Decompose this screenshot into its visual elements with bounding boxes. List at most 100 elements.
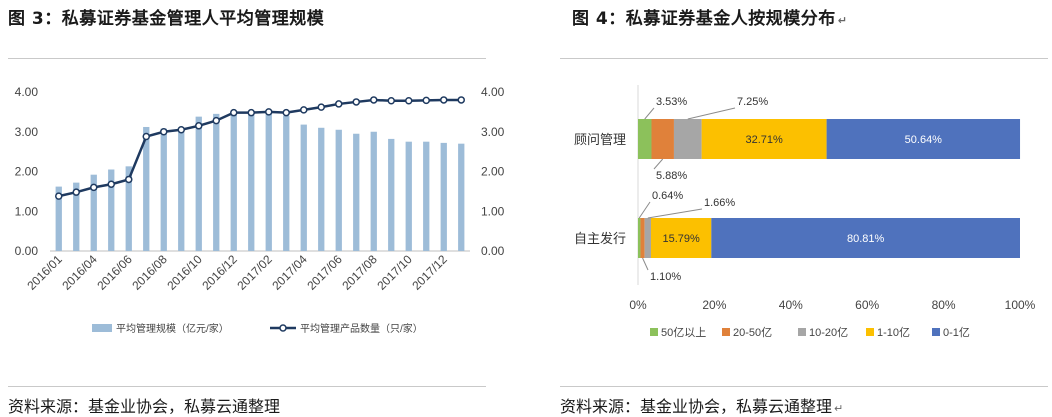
bottom-divider-left: [8, 386, 486, 387]
bar: [73, 182, 80, 251]
stacked-segment: [826, 119, 1021, 159]
callout-line: [644, 107, 655, 120]
stacked-segment: [638, 218, 641, 258]
x-tick-label: 2016/06: [94, 252, 135, 293]
stacked-segment: [651, 119, 674, 159]
callout-line: [642, 257, 649, 271]
x-tick-label: 2016/04: [59, 252, 100, 293]
legend-swatch: [798, 328, 806, 336]
legend-swatch: [650, 328, 658, 336]
x-tick-label: 100%: [1005, 298, 1036, 312]
x-tick-label: 2017/08: [339, 252, 380, 293]
bar: [388, 138, 395, 251]
line-point: [90, 183, 98, 192]
stacked-segment: [701, 119, 827, 159]
x-tick-label: 2016/01: [24, 252, 65, 293]
x-tick-label: 2017/02: [234, 252, 275, 293]
bar: [300, 124, 307, 251]
y-right-tick-label: 4.00: [481, 85, 505, 99]
data-label: 50.64%: [905, 134, 943, 146]
line-point: [422, 96, 430, 105]
x-tick-label: 2017/06: [304, 252, 345, 293]
data-label: 3.53%: [656, 96, 687, 108]
x-tick-label: 2017/04: [269, 252, 310, 293]
line-point: [457, 96, 465, 104]
stacked-segment: [650, 218, 712, 258]
series-line: [58, 98, 462, 198]
bar: [353, 133, 360, 251]
stacked-segment: [640, 218, 645, 258]
figure-4-title-text: 图 4：私募证券基金人按规模分布: [572, 9, 836, 29]
line-point: [405, 96, 413, 105]
stacked-segment: [711, 218, 1020, 258]
legend-swatch: [92, 324, 112, 332]
y-left-tick-label: 3.00: [15, 125, 39, 139]
x-tick-label: 2017/10: [374, 252, 415, 293]
callout-line: [653, 158, 664, 170]
paragraph-mark: ↵: [834, 402, 844, 415]
legend-label: 0-1亿: [943, 326, 970, 339]
bar: [178, 127, 185, 251]
legend-swatch: [722, 328, 730, 336]
stacked-segment: [644, 218, 651, 258]
stacked-segment: [673, 119, 702, 159]
bar: [423, 141, 430, 251]
y-right-tick-label: 1.00: [481, 204, 505, 218]
y-left-tick-label: 1.00: [15, 204, 39, 218]
data-label: 5.88%: [656, 170, 687, 182]
x-tick-label: 60%: [855, 298, 879, 312]
line-point: [177, 126, 185, 134]
category-label: 顾问管理: [574, 132, 626, 147]
figure-4-title: 图 4：私募证券基金人按规模分布 ↵: [572, 4, 847, 29]
line-point: [370, 96, 378, 104]
line-point: [72, 188, 80, 196]
bar: [405, 141, 412, 251]
data-label: 80.81%: [847, 233, 885, 245]
bar: [195, 116, 202, 251]
legend-label: 平均管理规模（亿元/家）: [116, 322, 229, 335]
y-left-tick-label: 4.00: [15, 85, 39, 99]
legend-label: 平均管理产品数量（只/家）: [300, 322, 423, 335]
callout-line: [638, 201, 651, 219]
figure-4-source-text: 资料来源：基金业协会，私募云通整理: [560, 397, 833, 416]
line-point: [142, 132, 150, 141]
line-point: [300, 106, 308, 114]
x-tick-label: 0%: [629, 298, 647, 312]
line-point: [265, 108, 273, 116]
bar: [230, 111, 237, 251]
bar: [335, 129, 342, 251]
bar: [125, 166, 132, 251]
bar: [55, 186, 62, 251]
y-right-tick-label: 0.00: [481, 244, 505, 258]
bar: [458, 143, 465, 251]
bar: [265, 113, 272, 251]
x-tick-label: 2017/12: [409, 252, 450, 293]
legend-label: 1-10亿: [877, 326, 910, 339]
data-label: 7.25%: [737, 96, 768, 108]
legend-label: 50亿以上: [661, 326, 706, 339]
line-point: [335, 100, 343, 108]
line-point: [387, 96, 395, 105]
x-tick-label: 40%: [779, 298, 803, 312]
top-divider-left: [8, 58, 486, 59]
line-point: [282, 108, 290, 117]
legend-swatch: [866, 328, 874, 336]
legend-swatch-point: [279, 324, 287, 332]
average-scale-chart: 0.00 0.00 1.00 1.00 2.00 2.00 3.00 3.00 4.00 4.00…: [15, 85, 505, 335]
line-point: [352, 98, 360, 106]
line-point: [195, 122, 203, 130]
stacked-segment: [638, 119, 652, 159]
figure-4-source: 资料来源：基金业协会，私募云通整理 ↵: [560, 393, 843, 417]
callout-line: [687, 107, 736, 120]
y-left-tick-label: 2.00: [15, 165, 39, 179]
legend-label: 20-50亿: [733, 326, 772, 339]
bar: [440, 142, 447, 251]
line-point: [212, 116, 220, 125]
bar: [283, 115, 290, 251]
line-point: [107, 180, 115, 188]
bar: [213, 113, 220, 251]
y-right-tick-label: 3.00: [481, 125, 505, 139]
legend-swatch: [932, 328, 940, 336]
y-left-tick-label: 0.00: [15, 244, 39, 258]
bar: [160, 128, 167, 251]
